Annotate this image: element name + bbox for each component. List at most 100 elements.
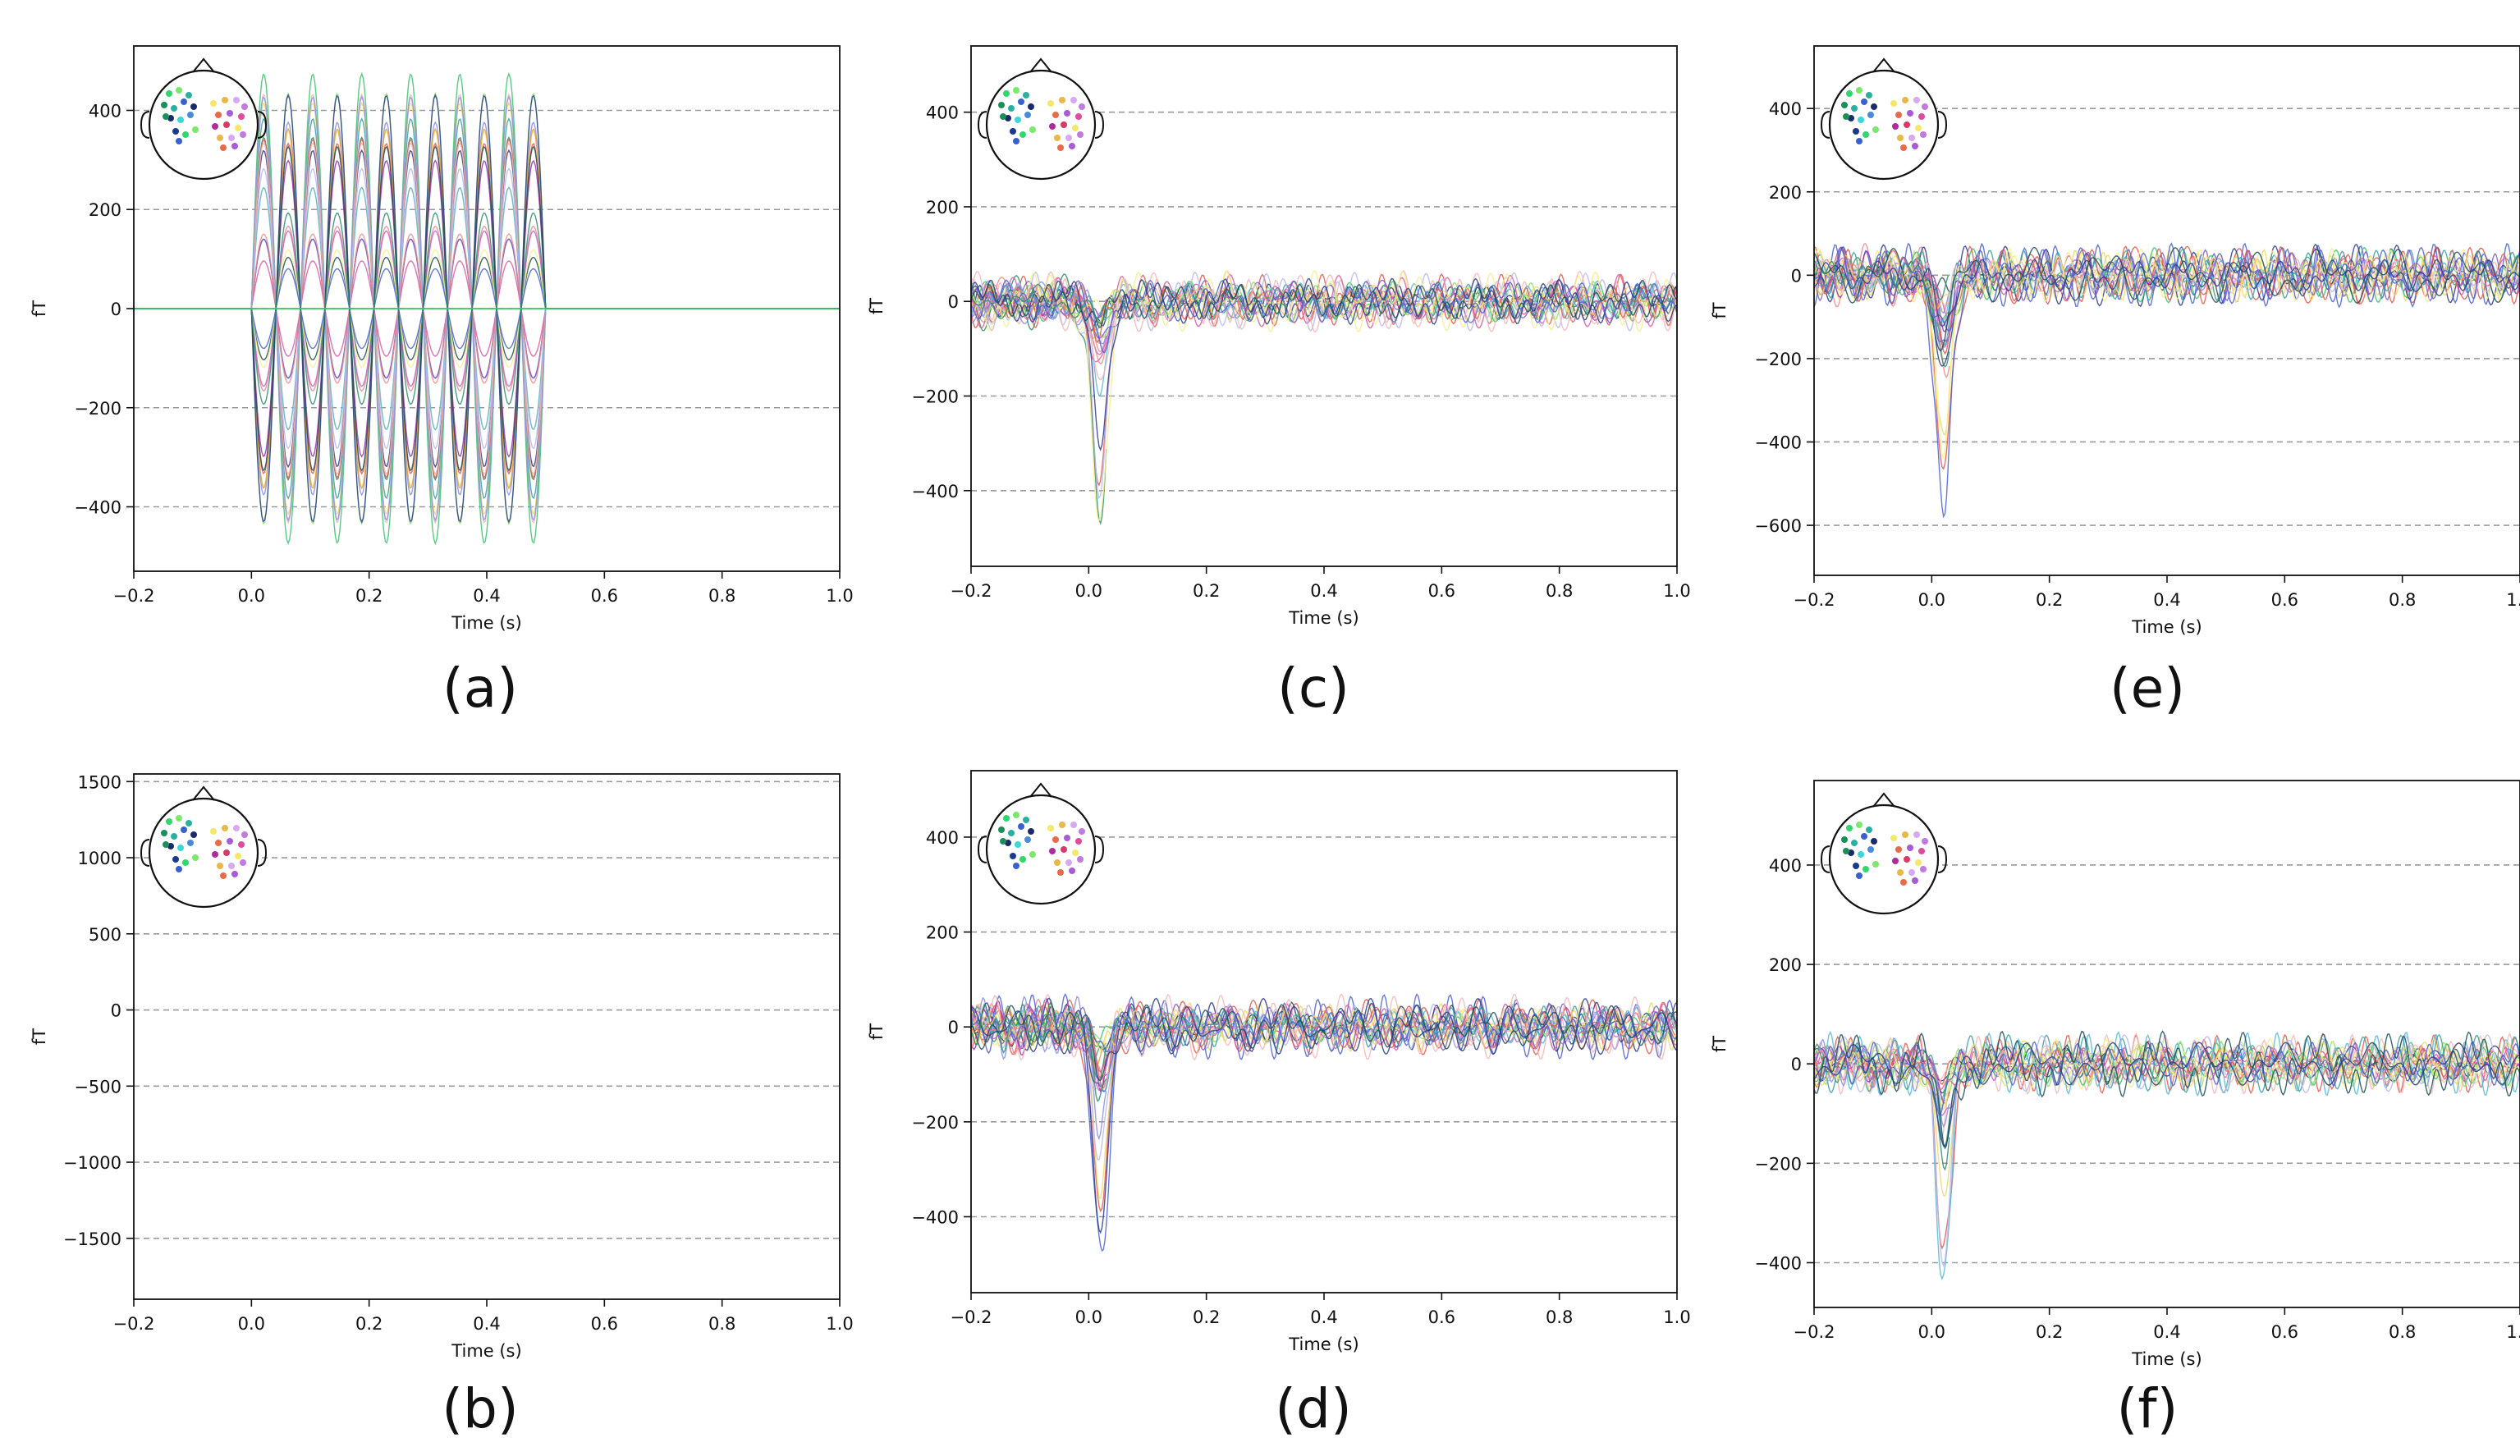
- x-axis-label: Time (s): [1288, 608, 1359, 628]
- series-line: [1814, 1041, 2520, 1115]
- sensor-dot: [1065, 859, 1072, 866]
- y-tick-label: 200: [926, 198, 959, 217]
- sensor-dot: [1912, 143, 1918, 149]
- sensor-dot: [1018, 823, 1024, 830]
- sensor-dot: [1913, 831, 1920, 838]
- sensor-dot: [1895, 846, 1902, 853]
- y-tick-label: 200: [1769, 183, 1802, 203]
- sensor-dot: [215, 112, 222, 118]
- x-tick-label: 0.2: [355, 1314, 383, 1334]
- sensor-dot: [163, 113, 169, 120]
- sensor-dot: [1072, 849, 1079, 856]
- y-axis-label: fT: [1710, 1036, 1730, 1052]
- series-line: [971, 277, 1677, 451]
- sensor-dot: [1843, 848, 1849, 854]
- x-axis-label: Time (s): [1288, 1335, 1359, 1354]
- sensor-dot: [1015, 117, 1021, 123]
- sensor-dot: [1872, 861, 1879, 868]
- x-tick-label: 0.4: [2153, 1322, 2180, 1342]
- sensor-dot: [223, 849, 230, 856]
- sensor-dot: [1064, 110, 1070, 117]
- y-tick-label: −200: [1754, 1154, 1802, 1174]
- sensor-dot: [163, 841, 169, 848]
- chart-svg-a: −0.2 0.0 0.2 0.4 0.6 0.8 1.0 −400 −200 0 200 400 Tim…: [30, 45, 854, 633]
- caption-e: (e): [2109, 657, 2186, 720]
- series-line: [971, 1004, 1677, 1082]
- chart-panel-c: −0.2 0.0 0.2 0.4 0.6 0.8 1.0 −400 −200 0 200 400 Tim…: [833, 0, 1691, 722]
- y-tick-label: −1000: [63, 1153, 121, 1173]
- sensor-dot: [1856, 138, 1863, 144]
- sensor-dot: [235, 125, 241, 131]
- sensor-dot: [171, 833, 177, 840]
- sensor-dot: [1019, 856, 1026, 863]
- sensor-dot: [1057, 869, 1064, 876]
- sensor-dot: [1028, 828, 1034, 835]
- sensor-dot: [1075, 838, 1082, 845]
- sensor-dot: [1871, 103, 1877, 110]
- sensor-dot: [190, 831, 197, 838]
- sensor-dot: [217, 135, 223, 141]
- y-tick-label: 400: [926, 103, 959, 123]
- sensor-dot: [177, 845, 184, 851]
- series-line: [971, 271, 1677, 500]
- series-line: [971, 279, 1677, 354]
- x-tick-label: 0.8: [1546, 1307, 1573, 1327]
- chart-svg-d: −0.2 0.0 0.2 0.4 0.6 0.8 1.0 −400 −200 0 200 400 Tim…: [867, 770, 1691, 1354]
- x-tick-label: 0.8: [708, 586, 735, 606]
- sensor-head-icon: [140, 785, 268, 909]
- sensor-dot: [172, 856, 179, 863]
- y-tick-label: 200: [926, 923, 959, 943]
- sensor-dot: [228, 863, 235, 869]
- sensor-dot: [1856, 822, 1863, 828]
- sensor-dot: [240, 859, 246, 866]
- y-tick-label: −200: [74, 399, 121, 419]
- sensor-dot: [1015, 841, 1021, 848]
- x-tick-label: −0.2: [1794, 590, 1835, 610]
- sensor-dot: [1900, 879, 1907, 886]
- sensor-dot: [1908, 135, 1915, 141]
- sensor-dot: [1018, 98, 1024, 105]
- sensor-dot: [1904, 121, 1910, 128]
- sensor-dot: [1079, 103, 1085, 110]
- sensor-dot: [238, 841, 245, 848]
- sensor-dot: [192, 126, 199, 133]
- series-line: [1814, 1045, 2520, 1083]
- sensor-dot: [1853, 128, 1859, 135]
- y-tick-label: 0: [111, 300, 121, 319]
- traces-f: [1814, 1030, 2520, 1281]
- x-axis-label: Time (s): [2131, 617, 2202, 637]
- series-line: [971, 285, 1677, 323]
- chart-svg-c: −0.2 0.0 0.2 0.4 0.6 0.8 1.0 −400 −200 0 200 400 Tim…: [867, 45, 1691, 628]
- x-tick-label: 0.4: [473, 586, 500, 606]
- sensor-dot: [1069, 868, 1075, 874]
- sensor-dot: [1013, 87, 1019, 94]
- sensor-dot: [177, 117, 184, 123]
- sensor-dot: [1013, 138, 1019, 144]
- series-line: [1814, 1042, 2520, 1147]
- sensor-dot: [176, 87, 182, 94]
- y-tick-label: 400: [89, 101, 121, 121]
- x-axis-label: Time (s): [451, 613, 521, 633]
- sensor-dot: [1010, 853, 1016, 859]
- sensor-dot: [1853, 863, 1859, 869]
- x-tick-label: 0.6: [591, 586, 618, 606]
- x-axis-label: Time (s): [2131, 1349, 2202, 1369]
- sensor-dot: [186, 820, 192, 826]
- sensor-dot: [231, 143, 238, 149]
- y-tick-label: 1000: [78, 849, 121, 868]
- sensor-dot: [166, 90, 172, 97]
- x-tick-label: 1.0: [1663, 581, 1690, 601]
- sensor-dot: [1069, 143, 1075, 149]
- sensor-dot: [233, 97, 240, 103]
- sensor-dot: [1003, 90, 1010, 97]
- sensor-dot: [1049, 848, 1056, 854]
- sensor-dot: [1913, 97, 1920, 103]
- sensor-dot: [1900, 144, 1907, 151]
- sensor-dot: [1047, 100, 1054, 107]
- sensor-dot: [172, 128, 179, 135]
- y-tick-label: 400: [1769, 856, 1802, 876]
- sensor-dot: [1070, 97, 1077, 103]
- sensor-dot: [1072, 125, 1079, 131]
- sensor-dot: [1871, 838, 1877, 845]
- series-line: [1814, 259, 2520, 327]
